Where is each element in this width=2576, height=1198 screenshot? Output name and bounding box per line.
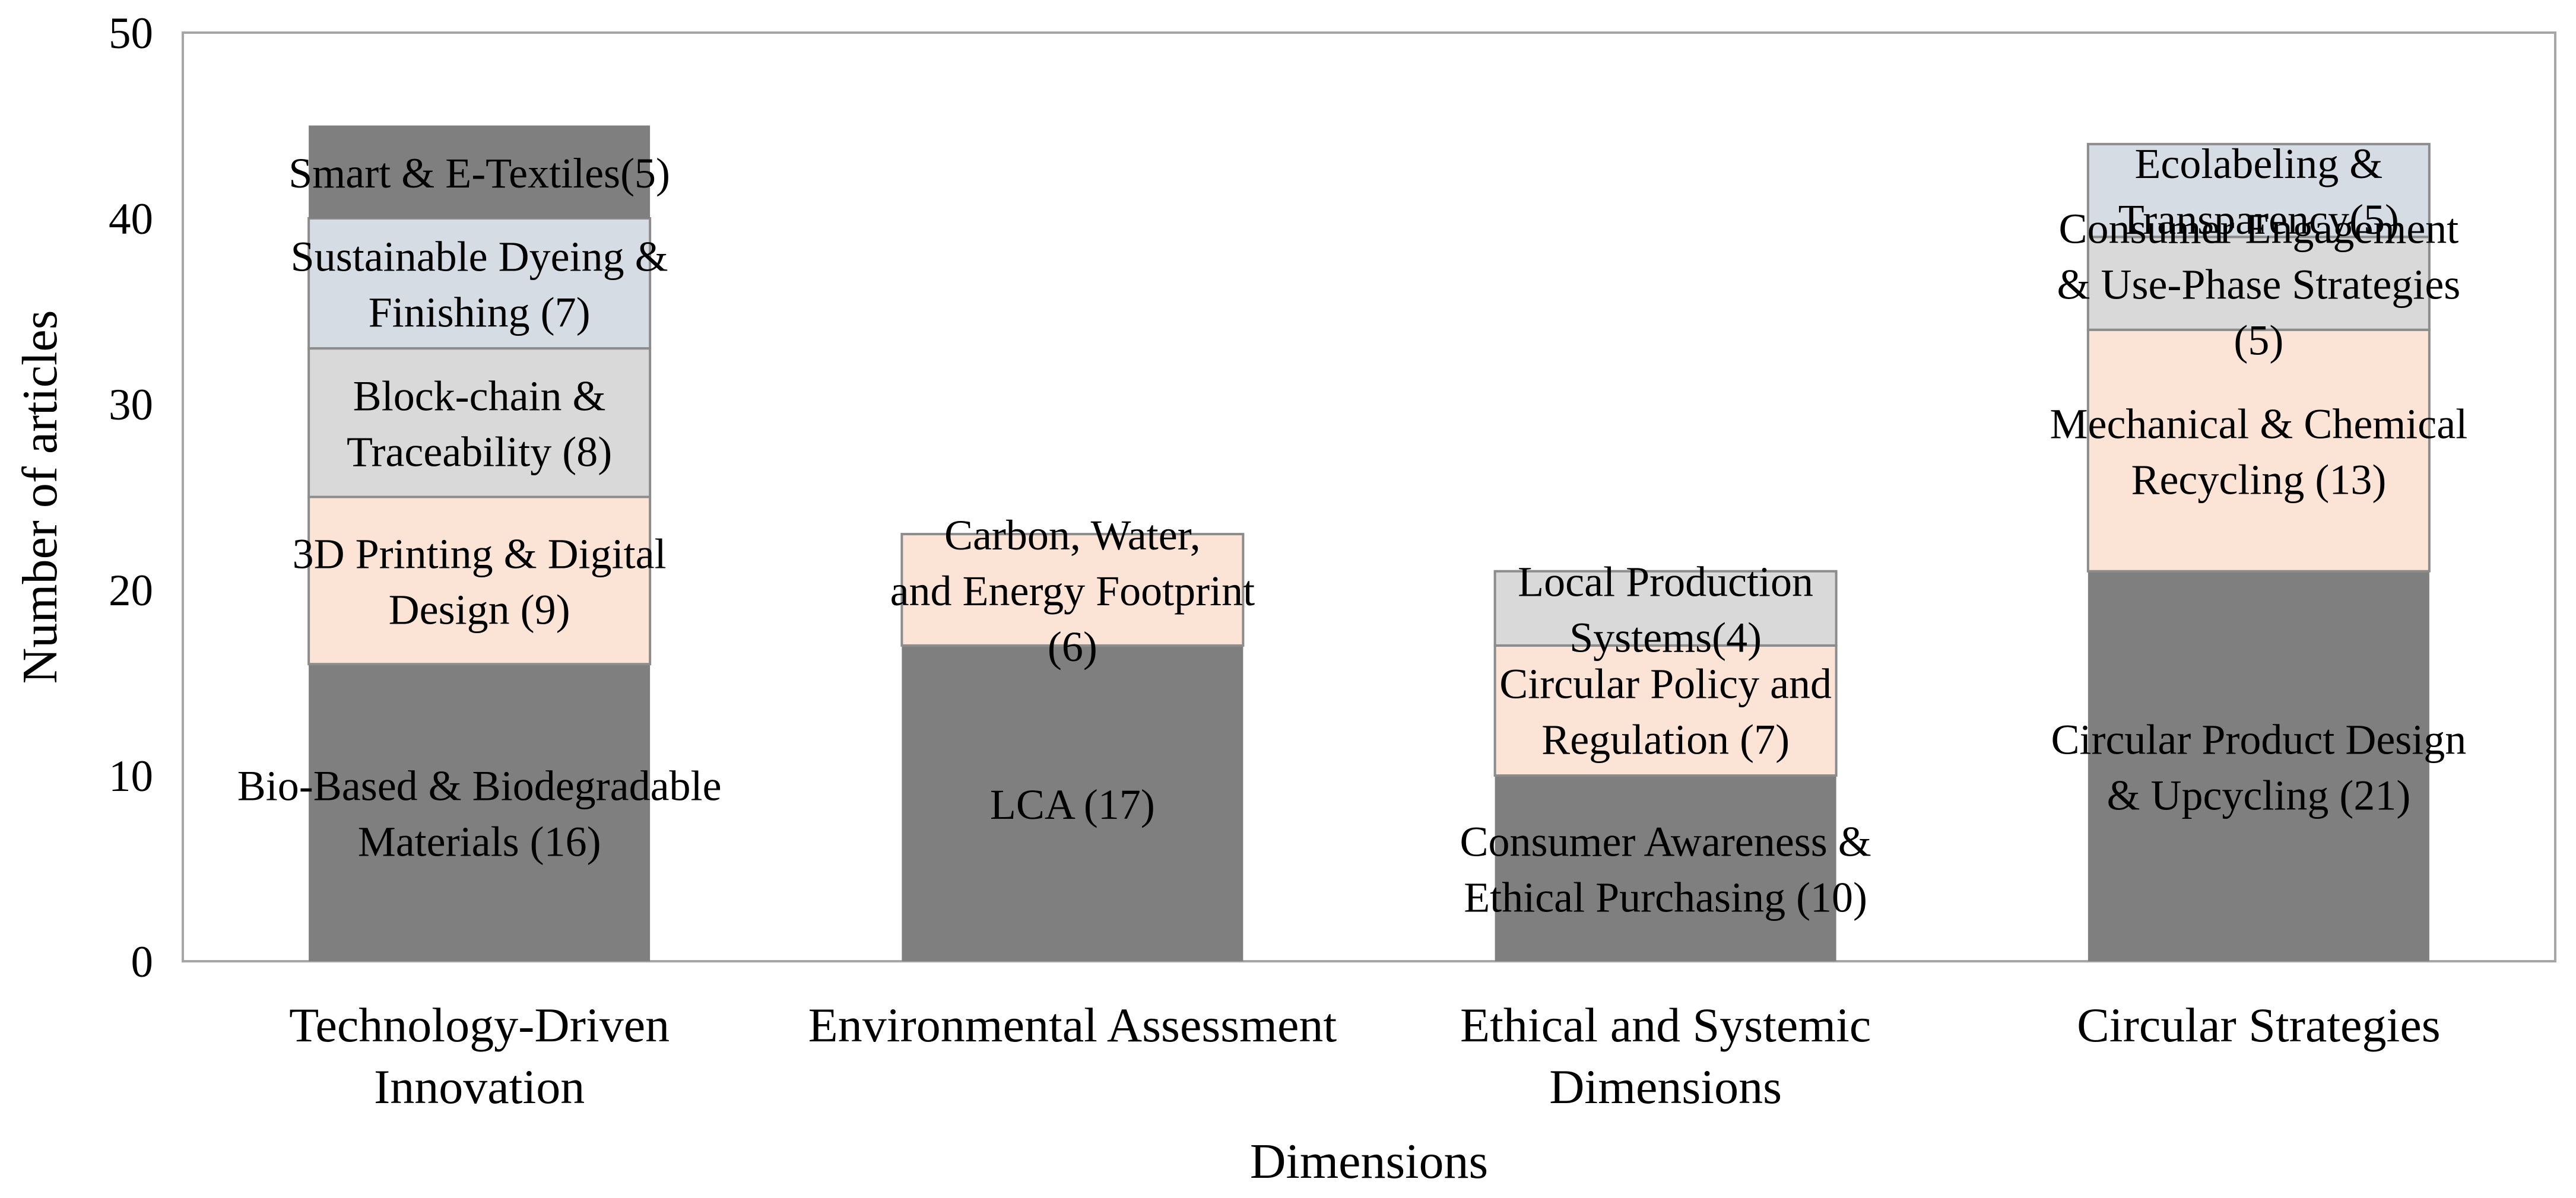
y-axis-ticks: 0 10 20 30 40 50 (109, 9, 153, 987)
segment-label-line: Local Production (1518, 558, 1813, 605)
segment-label-line: & Use-Phase Strategies (2057, 261, 2460, 309)
plot-area-frame (182, 31, 2556, 962)
segment-label-line: Consumer Awareness & (1460, 818, 1871, 866)
category-label-line: Dimensions (1549, 1060, 1782, 1114)
x-category-label: Ethical and Systemic Dimensions (1460, 998, 1871, 1114)
segment-label-line: Circular Policy and (1499, 660, 1832, 707)
segment-label-line: Finishing (7) (369, 289, 591, 336)
bar-segment (307, 495, 652, 666)
segment-label-line: Carbon, Water, (944, 511, 1201, 559)
bar-segment (902, 645, 1243, 961)
segment-data-label: Smart & E-Textiles(5) (288, 150, 670, 197)
segment-label-line: & Upcycling (21) (2107, 771, 2410, 819)
x-category-label: Circular Strategies (2077, 998, 2441, 1052)
bar-segment (2086, 236, 2431, 331)
segment-label-line: Transparency(5) (2118, 196, 2399, 243)
bar-segment (309, 125, 651, 218)
segment-label-line: Materials (16) (358, 818, 601, 866)
segment-data-label: Sustainable Dyeing & Finishing (7) (291, 233, 668, 336)
x-category-label: Technology-Driven Innovation (289, 998, 670, 1114)
segment-label-line: Mechanical & Chemical (2050, 400, 2468, 447)
bar-stack: LCA (17) Carbon, Water, and Energy Footpri… (890, 511, 1255, 961)
segment-data-label: Carbon, Water, and Energy Footprint (6) (890, 511, 1255, 671)
bar-segment (309, 664, 651, 961)
segment-label-line: Ethical Purchasing (10) (1464, 874, 1867, 921)
segment-label-line: Bio-Based & Biodegradable (237, 762, 722, 810)
segment-label-line: Traceability (8) (347, 428, 612, 475)
segment-label-line: Block-chain & (353, 372, 606, 420)
segment-label-line: Circular Product Design (2051, 716, 2466, 763)
bar-stack: Circular Product Design & Upcycling (21) M… (2050, 140, 2468, 961)
y-axis-title: Number of articles (12, 310, 68, 684)
bar-segment (1493, 644, 1838, 777)
segment-label-line: (5) (2234, 317, 2283, 364)
segment-label-line: (6) (1048, 623, 1097, 671)
y-tick-label: 0 (131, 938, 154, 987)
y-tick-label: 10 (109, 752, 153, 801)
bar-segment (1493, 570, 1838, 647)
segment-data-label: Local Production Systems(4) (1518, 558, 1813, 661)
x-category-label: Environmental Assessment (808, 998, 1337, 1052)
y-tick-label: 50 (109, 9, 153, 58)
bar-segment (2088, 571, 2429, 961)
bar-segment (2086, 328, 2431, 573)
bar-segment (1495, 776, 1836, 961)
bar-segment (900, 533, 1245, 647)
segment-label-line: LCA (17) (990, 781, 1155, 828)
bar-stack: Bio-Based & Biodegradable Materials (16) 3… (237, 125, 722, 961)
segment-label-line: Recycling (13) (2131, 456, 2386, 503)
segment-label-line: Consumer Engagement (2058, 205, 2458, 253)
segment-data-label: Consumer Awareness & Ethical Purchasing (… (1460, 818, 1871, 921)
segment-label-line: Ecolabeling & (2134, 140, 2383, 188)
segment-data-label: 3D Printing & Digital Design (9) (293, 530, 667, 633)
y-tick-label: 20 (109, 566, 153, 615)
segment-label-line: Sustainable Dyeing & (291, 233, 668, 281)
category-label-line: Technology-Driven (289, 998, 670, 1052)
segment-data-label: Consumer Engagement & Use-Phase Strategie… (2057, 205, 2460, 364)
category-label-line: Circular Strategies (2077, 998, 2441, 1052)
category-label-line: Ethical and Systemic (1460, 998, 1871, 1052)
segment-data-label: Block-chain & Traceability (8) (347, 372, 612, 475)
segment-data-label: Ecolabeling & Transparency(5) (2118, 140, 2399, 243)
segment-label-line: and Energy Footprint (890, 567, 1255, 615)
segment-data-label: LCA (17) (990, 781, 1155, 828)
y-tick-label: 40 (109, 195, 153, 244)
bar-segment (2086, 142, 2431, 239)
segment-label-line: Smart & E-Textiles(5) (288, 150, 670, 197)
y-tick-label: 30 (109, 380, 153, 430)
x-axis-title: Dimensions (1250, 1134, 1488, 1189)
bars: Bio-Based & Biodegradable Materials (16) 3… (237, 125, 2468, 961)
segment-data-label: Mechanical & Chemical Recycling (13) (2050, 400, 2468, 503)
segment-data-label: Circular Policy and Regulation (7) (1499, 660, 1832, 763)
bar-stack: Consumer Awareness & Ethical Purchasing (… (1460, 558, 1871, 961)
segment-data-label: Bio-Based & Biodegradable Materials (16) (237, 762, 722, 866)
x-axis-category-labels: Technology-Driven Innovation Environmental… (289, 998, 2440, 1114)
category-label-line: Innovation (374, 1060, 585, 1114)
segment-label-line: Regulation (7) (1541, 716, 1790, 763)
segment-data-label: Circular Product Design & Upcycling (21) (2051, 716, 2466, 819)
segment-label-line: Systems(4) (1569, 614, 1762, 661)
segment-label-line: Design (9) (389, 586, 570, 633)
segment-label-line: 3D Printing & Digital (293, 530, 667, 577)
category-label-line: Environmental Assessment (808, 998, 1337, 1052)
